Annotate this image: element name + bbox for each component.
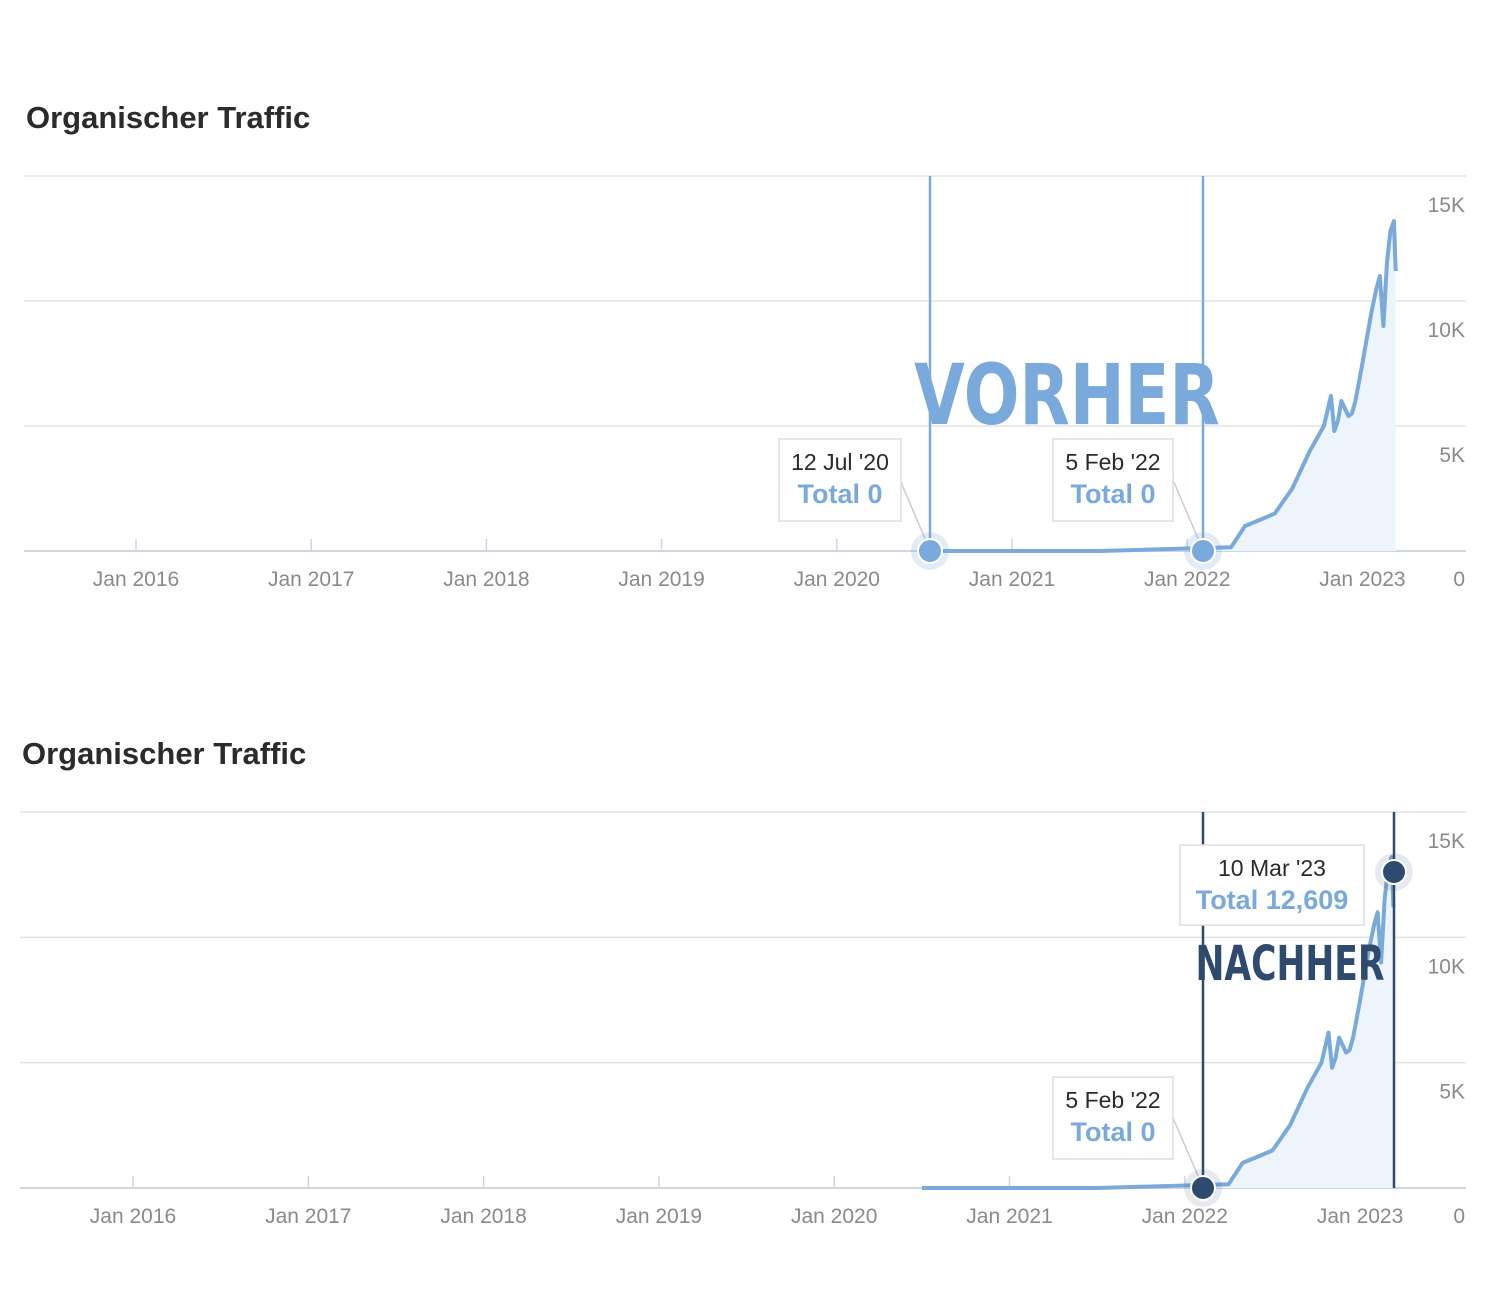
y-tick-label: 15K (1428, 194, 1465, 217)
period-label: NACHHER (1195, 935, 1384, 991)
y-tick-label: 0 (1453, 1205, 1465, 1228)
period-label: VORHER (914, 346, 1220, 444)
y-tick-label: 5K (1439, 444, 1465, 467)
y-tick-label: 0 (1453, 568, 1465, 591)
marker-point (1190, 538, 1216, 564)
chart-title: Organischer Traffic (22, 736, 307, 771)
chart-panel-before: Organischer Traffic 0 5K 10K 15K Jan 2016 Jan… (0, 0, 1500, 620)
series-line (924, 219, 1398, 553)
series-area (924, 221, 1396, 551)
tooltip-date: 5 Feb '22 (1065, 1087, 1160, 1113)
x-tick-label: Jan 2017 (268, 568, 354, 591)
x-tick-label: Jan 2022 (1144, 568, 1230, 591)
series-area (921, 857, 1394, 1188)
x-tick-label: Jan 2022 (1142, 1205, 1228, 1228)
x-tick-label: Jan 2018 (443, 568, 529, 591)
traffic-chart-before[interactable]: 0 5K 10K 15K Jan 2016 Jan 2017 Jan 2018 Jan 201… (0, 0, 1500, 620)
tooltip-box (1179, 844, 1365, 926)
tooltip-leader (1172, 1117, 1200, 1179)
marker-point (917, 538, 943, 564)
series-line (921, 855, 1396, 1190)
x-tick-label: Jan 2020 (791, 1205, 877, 1228)
tooltip-date: 5 Feb '22 (1065, 449, 1160, 475)
marker-point (1381, 859, 1407, 885)
tooltip-date: 12 Jul '20 (791, 449, 889, 475)
x-tick-label: Jan 2020 (794, 568, 880, 591)
x-tick-label: Jan 2023 (1317, 1205, 1403, 1228)
y-tick-label: 15K (1428, 830, 1465, 853)
tooltip-box (1052, 1076, 1174, 1160)
y-tick-label: 10K (1428, 319, 1465, 342)
tooltip-box (778, 438, 902, 522)
x-tick-label: Jan 2017 (265, 1205, 351, 1228)
x-tick-label: Jan 2016 (90, 1205, 176, 1228)
chart-title: Organischer Traffic (26, 100, 311, 135)
tooltip-total: Total 0 (797, 479, 882, 509)
x-tick-label: Jan 2021 (969, 568, 1055, 591)
tooltip-total: Total 0 (1070, 479, 1155, 509)
tooltip-leader (899, 479, 927, 542)
x-tick-label: Jan 2019 (616, 1205, 702, 1228)
x-tick-label: Jan 2023 (1319, 568, 1405, 591)
marker-point (1190, 1175, 1216, 1201)
y-tick-label: 5K (1439, 1081, 1465, 1104)
tooltip-date: 10 Mar '23 (1218, 855, 1326, 881)
tooltip-leader (1172, 479, 1200, 542)
y-tick-label: 10K (1428, 955, 1465, 978)
tooltip-total: Total 0 (1070, 1117, 1155, 1147)
tooltip-total: Total 12,609 (1196, 885, 1349, 915)
x-tick-label: Jan 2021 (966, 1205, 1052, 1228)
tooltip-box (1052, 438, 1174, 522)
x-tick-label: Jan 2018 (440, 1205, 526, 1228)
x-tick-label: Jan 2016 (93, 568, 179, 591)
x-tick-label: Jan 2019 (618, 568, 704, 591)
